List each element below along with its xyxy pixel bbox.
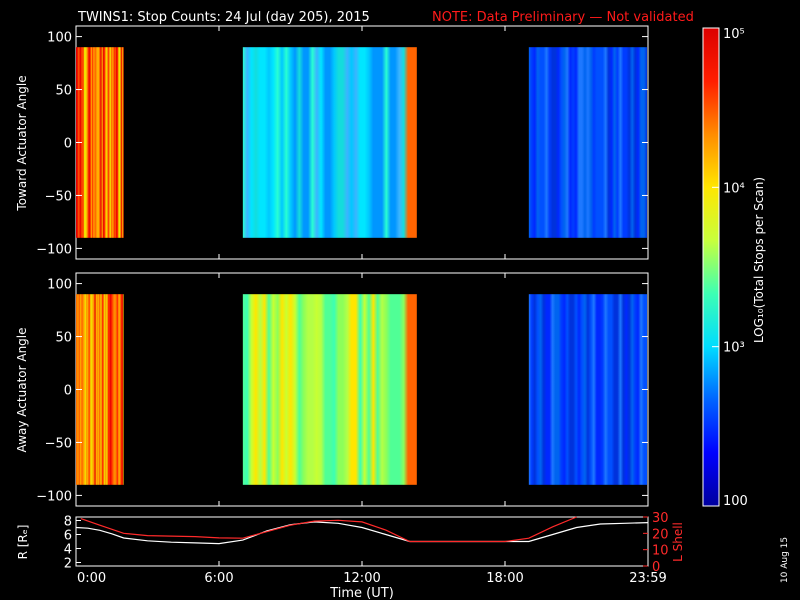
colorbar-tick-label: 100	[723, 494, 748, 509]
y-tick-label: 100	[47, 31, 72, 46]
chart-title: TWINS1: Stop Counts: 24 Jul (day 205), 2…	[77, 10, 370, 25]
left-tick-label: 4	[64, 543, 72, 558]
away-ylabel: Away Actuator Angle	[15, 327, 29, 452]
heatmap-block	[528, 47, 647, 238]
toward-ylabel: Toward Actuator Angle	[15, 75, 29, 211]
heatmap-block	[76, 294, 124, 485]
preliminary-note: NOTE: Data Preliminary — Not validated	[432, 10, 694, 25]
y-tick-label: −100	[36, 242, 72, 257]
time-xlabel: Time (UT)	[329, 586, 394, 600]
heatmap-block	[528, 294, 647, 485]
y-tick-label: 50	[55, 84, 72, 99]
colorbar: 10⁵ 10⁴ 10³ 100 LOG₁₀(Total Stops per Scan)	[702, 27, 766, 509]
left-tick-label: 8	[64, 515, 72, 530]
right-tick-label: 20	[652, 527, 669, 542]
colorbar-frame	[702, 27, 720, 507]
y-tick-label: 0	[64, 137, 72, 152]
left-tick-label: 6	[64, 529, 72, 544]
l-shell-line	[80, 516, 577, 543]
right-tick-label: 0	[652, 560, 660, 575]
date-stamp: 10 Aug 15	[780, 537, 790, 583]
y-tick-label: 0	[64, 384, 72, 399]
away-panel: 100 50 0 −50 −100 Away Actuator Angle	[15, 272, 649, 507]
colorbar-tick-label: 10⁵	[723, 27, 745, 42]
y-tick-label: −100	[36, 489, 72, 504]
y-tick-label: 50	[55, 331, 72, 346]
colorbar-gradient	[703, 28, 719, 506]
x-tick-label: 12:00	[343, 571, 380, 586]
left-tick-label: 2	[64, 557, 72, 572]
y-tick-label: 100	[47, 278, 72, 293]
right-tick-label: 30	[652, 511, 669, 526]
x-tick-label: 0:00	[77, 571, 106, 586]
colorbar-label: LOG₁₀(Total Stops per Scan)	[752, 177, 766, 343]
heatmap-block	[242, 47, 417, 238]
right-tick-label: 10	[652, 544, 669, 559]
toward-panel: 100 50 0 −50 −100 Toward Actuator Angle	[15, 25, 649, 260]
colorbar-tick-label: 10³	[723, 341, 745, 356]
x-tick-label: 23:59	[629, 571, 666, 586]
radius-line	[75, 521, 649, 545]
colorbar-tick-label: 10⁴	[723, 181, 745, 196]
orbit-left-ylabel: R [Rₑ]	[16, 525, 30, 560]
heatmap-block	[242, 294, 417, 485]
x-tick-label: 6:00	[204, 571, 233, 586]
y-tick-label: −50	[45, 189, 72, 204]
y-tick-label: −50	[45, 436, 72, 451]
heatmap-block	[76, 47, 124, 238]
orbit-right-ylabel: L Shell	[671, 522, 685, 562]
x-tick-label: 18:00	[486, 571, 523, 586]
